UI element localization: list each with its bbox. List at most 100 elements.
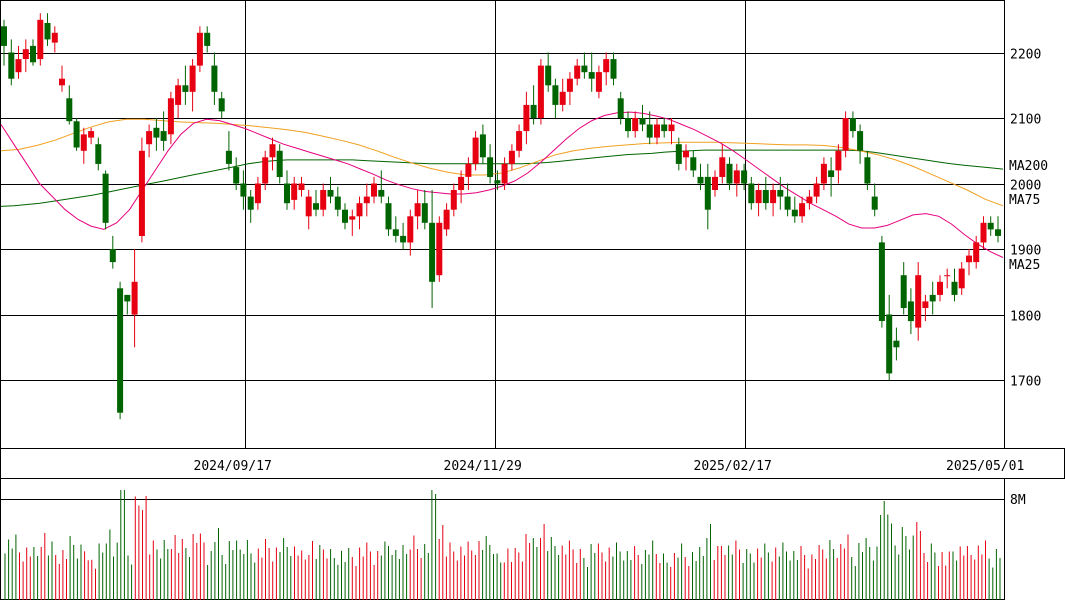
candle-body <box>59 78 65 86</box>
candle-body <box>951 281 958 295</box>
candlesticks <box>1 13 1001 420</box>
candle-body <box>762 190 769 204</box>
candle-body <box>523 104 530 132</box>
candle-body <box>385 203 392 230</box>
candle-body <box>806 196 813 204</box>
candle-body <box>262 157 269 184</box>
candle-body <box>276 150 283 177</box>
candle-body <box>871 196 878 210</box>
candle-body <box>849 118 856 132</box>
legend-label-ma75: MA75 <box>1009 193 1040 208</box>
candle-body <box>378 190 385 197</box>
candle-body <box>269 144 276 158</box>
candle-body <box>733 170 740 184</box>
candle-body <box>646 124 653 138</box>
candle-body <box>371 183 377 197</box>
candle-body <box>342 209 348 223</box>
candle-body <box>799 203 806 217</box>
candle-body <box>566 78 573 92</box>
candle-body <box>697 176 704 184</box>
price-panel <box>0 0 1005 449</box>
candle-body <box>958 268 965 289</box>
candle-body <box>487 157 494 177</box>
candle-body <box>450 190 457 210</box>
candle-body <box>160 131 167 141</box>
candle-body <box>675 144 682 164</box>
candle-body <box>305 196 312 217</box>
price-gridlines <box>0 53 1005 381</box>
candle-body <box>835 150 842 171</box>
candle-body <box>886 314 893 374</box>
candle-body <box>878 242 885 321</box>
candle-body <box>167 98 174 135</box>
candle-body <box>313 203 319 210</box>
candle-body <box>392 229 399 236</box>
candle-body <box>719 157 726 177</box>
candle-body <box>22 49 29 59</box>
candle-body <box>8 52 15 79</box>
candle-body <box>102 173 109 223</box>
candle-body <box>770 190 777 204</box>
candle-body <box>929 294 936 302</box>
candle-body <box>436 222 443 276</box>
candle-body <box>291 183 298 200</box>
candle-body <box>915 275 922 328</box>
date-gridlines <box>245 0 746 448</box>
price-tick-label: 1800 <box>1010 310 1041 325</box>
price-tick-label: 1900 <box>1010 244 1041 259</box>
candle-body <box>537 65 544 118</box>
candle-body <box>501 163 508 184</box>
ma25-line <box>0 111 1004 258</box>
candle-body <box>254 183 261 204</box>
price-tick-label: 2100 <box>1010 113 1041 128</box>
candle-body <box>124 294 131 302</box>
candle-body <box>66 98 73 122</box>
candle-body <box>973 242 980 263</box>
candle-body <box>617 98 624 118</box>
candle-body <box>755 190 762 204</box>
candle-body <box>704 176 711 210</box>
candle-body <box>153 127 160 138</box>
candle-body <box>683 150 689 158</box>
date-tick-label: 2024/09/17 <box>194 459 272 474</box>
candle-body <box>414 203 421 217</box>
candle-body <box>443 209 450 230</box>
price-tick-label: 1700 <box>1010 375 1041 390</box>
candle-body <box>842 118 849 151</box>
candle-body <box>138 150 145 236</box>
candle-body <box>864 157 871 184</box>
candle-body <box>247 196 254 210</box>
candle-body <box>400 235 407 243</box>
candle-body <box>588 72 595 79</box>
candle-body <box>661 124 668 132</box>
candle-body <box>465 163 472 177</box>
candle-body <box>182 85 189 92</box>
candle-body <box>479 134 486 158</box>
candle-body <box>363 196 370 204</box>
date-tick-label: 2025/02/17 <box>694 459 772 474</box>
candle-body <box>225 150 232 164</box>
price-axis-labels: 2200 2100 2000 1900 1800 1700 <box>1010 48 1041 390</box>
candle-body <box>857 131 864 151</box>
candle-body <box>30 45 36 63</box>
candle-body <box>421 203 428 223</box>
candle-body <box>828 170 835 177</box>
price-tick-label: 2200 <box>1010 48 1041 63</box>
candle-body <box>508 150 515 164</box>
candle-body <box>893 340 900 348</box>
candle-body <box>117 288 124 413</box>
volume-bars <box>4 490 1001 600</box>
candle-body <box>95 144 102 164</box>
candle-body <box>545 65 552 86</box>
candle-body <box>233 167 240 184</box>
candle-body <box>298 183 305 190</box>
candle-body <box>175 85 182 105</box>
candle-body <box>610 59 617 79</box>
candle-body <box>240 183 247 197</box>
candle-body <box>189 65 196 92</box>
date-tick-label: 2025/05/01 <box>946 459 1024 474</box>
volume-panel-frame <box>0 478 1005 600</box>
candle-body <box>530 104 537 118</box>
candle-body <box>458 176 465 190</box>
